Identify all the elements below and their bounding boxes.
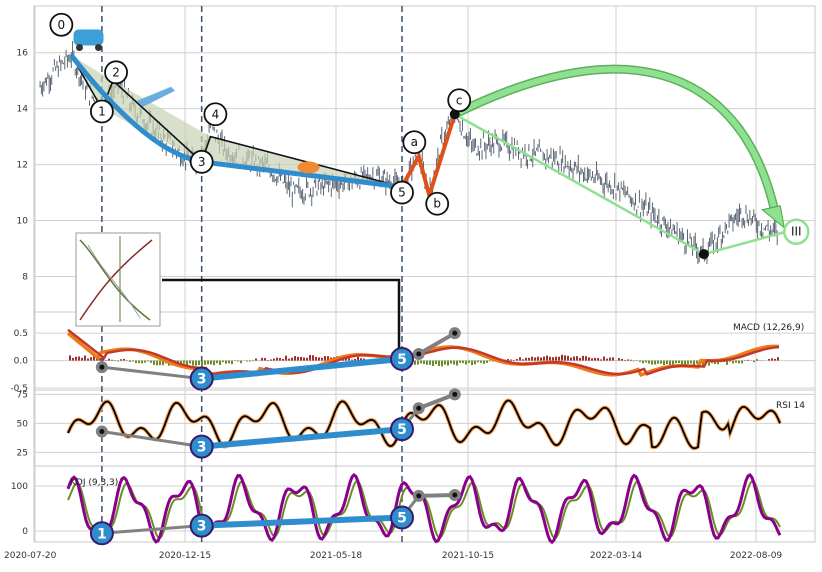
rsi-pivot-center <box>99 428 105 434</box>
x-tick-label: 2022-08-09 <box>730 551 783 561</box>
kdj-wave-marker <box>189 513 214 538</box>
wave-label-3: 3 <box>198 155 206 169</box>
car-icon <box>73 29 104 46</box>
wave-band <box>71 55 403 187</box>
kdj-wave-marker-label: 1 <box>97 526 107 542</box>
wave-label-circle <box>189 149 214 174</box>
y-tick-label: 0 <box>22 527 28 537</box>
y-tick-label: 12 <box>17 161 28 171</box>
car-wheel-icon <box>75 44 83 52</box>
macd-pivot-center <box>416 351 422 357</box>
macd-trend-gray <box>101 365 202 381</box>
rsi-pivot-center <box>416 405 422 411</box>
y-tick-label: 0.0 <box>14 357 29 367</box>
kdj-pivot-center <box>416 493 422 499</box>
x-tick-label: 2021-05-18 <box>310 551 363 561</box>
scooter-icon <box>297 161 320 174</box>
price-panel <box>33 5 816 313</box>
rsi-trend-gray <box>417 392 456 411</box>
y-tick-label: 0.5 <box>14 329 28 339</box>
airplane-icon <box>137 86 176 107</box>
wave-label-a: a <box>411 135 418 149</box>
kdj-wave-marker-label: 3 <box>197 519 207 535</box>
kdj-wave-marker <box>89 521 114 546</box>
macd-wave-marker-label: 3 <box>197 372 207 388</box>
correction-wave-line <box>400 113 457 203</box>
macd-trend-gray <box>417 331 456 356</box>
forecast-label: III <box>791 225 802 239</box>
car-wheel-icon <box>94 44 102 52</box>
rsi-trend-gray <box>101 430 202 449</box>
macd-pivot-center <box>452 330 458 336</box>
macd-wave-marker <box>390 346 414 371</box>
kdj-trend-gray <box>418 493 455 498</box>
forecast-label-circle <box>783 218 810 245</box>
wave-label-circle <box>89 99 114 124</box>
rsi-panel <box>33 389 816 467</box>
inset-thumbnail <box>75 232 161 327</box>
kdj-wave-marker <box>390 505 414 530</box>
rsi-line <box>67 399 781 450</box>
rsi-wave-marker <box>189 434 214 459</box>
macd-trend-blue <box>201 355 403 382</box>
x-tick-label: 2021-10-15 <box>442 551 494 561</box>
wave-label-c: c <box>456 93 463 107</box>
wave-label-circle <box>425 191 450 216</box>
rsi-wave-marker-label: 5 <box>397 422 407 438</box>
wave-label-circle <box>203 102 228 127</box>
wave-label-4: 4 <box>212 107 220 121</box>
forecast-low-dot <box>698 249 709 260</box>
kdj-wave-marker-label: 5 <box>397 511 407 527</box>
y-tick-label: 16 <box>17 49 29 59</box>
macd-pivot-center <box>99 364 105 370</box>
y-tick-label: 10 <box>17 217 29 227</box>
impulse-wave-line <box>70 55 403 188</box>
kdj-label: KDJ (9,3,3) <box>70 478 118 488</box>
macd-wave-marker-label: 5 <box>397 352 407 368</box>
connector-line <box>162 278 401 350</box>
wave-label-circle <box>104 60 128 85</box>
forecast-arrowhead <box>761 205 786 229</box>
y-tick-label: -0.5 <box>10 384 28 394</box>
y-tick-label: 75 <box>17 390 28 400</box>
forecast-arrow <box>453 66 780 219</box>
wave-label-2: 2 <box>112 65 120 79</box>
kdj-trend-blue <box>201 514 403 529</box>
wave-label-circle <box>49 12 74 37</box>
rsi-trend-blue <box>201 426 403 450</box>
wave-label-circle <box>390 180 414 205</box>
wave-label-circle <box>402 130 427 155</box>
x-tick-label: 2022-03-14 <box>590 551 643 561</box>
macd-wave-marker <box>189 366 214 391</box>
x-tick-label: 2020-07-20 <box>4 551 57 561</box>
y-tick-label: 14 <box>17 105 29 115</box>
rsi-pivot-center <box>452 391 458 397</box>
y-tick-label: 50 <box>17 419 29 429</box>
wave-label-0: 0 <box>58 18 66 32</box>
wave-label-b: b <box>433 197 441 211</box>
y-tick-label: 25 <box>17 448 28 458</box>
wave-label-5: 5 <box>398 186 406 200</box>
macd-label: MACD (12,26,9) <box>733 323 804 333</box>
rsi-wave-marker <box>390 417 414 442</box>
wave-label-circle <box>447 88 472 113</box>
y-tick-label: 100 <box>11 482 28 492</box>
rsi-wave-marker-label: 3 <box>197 440 207 456</box>
rsi-label: RSI 14 <box>776 401 805 411</box>
kdj-k-line <box>66 472 782 545</box>
kdj-trend-gray <box>101 524 202 535</box>
x-tick-label: 2020-12-15 <box>159 551 211 561</box>
wave-label-1: 1 <box>98 104 106 118</box>
kdj-pivot-center <box>452 492 458 498</box>
y-tick-label: 8 <box>22 272 28 282</box>
